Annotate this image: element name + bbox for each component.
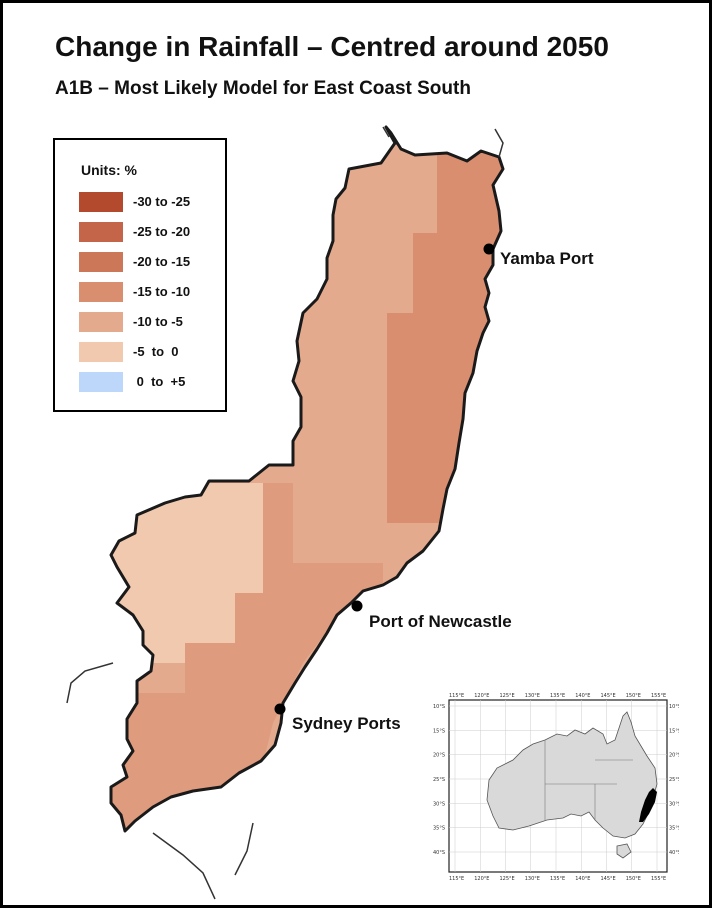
highlighted-region [639, 788, 657, 822]
legend-swatch [79, 222, 123, 242]
inset-left-tick: 40°S [433, 850, 445, 856]
map-subtitle: A1B – Most Likely Model for East Coast S… [55, 78, 471, 99]
legend-item: -5 to 0 [79, 342, 219, 362]
inset-top-tick: 125°E [500, 693, 515, 699]
legend-label: -30 to -25 [133, 194, 191, 209]
legend-swatch [79, 372, 123, 392]
inset-right-tick: 30°S [669, 801, 679, 807]
inset-left-tick: 30°S [433, 801, 445, 807]
legend-item: 0 to +5 [79, 372, 219, 392]
inset-bottom-tick: 125°E [500, 876, 515, 882]
inset-top-tick: 150°E [626, 693, 641, 699]
legend-label: -20 to -15 [133, 254, 191, 269]
legend-swatch [79, 312, 123, 332]
inset-top-tick: 120°E [474, 693, 489, 699]
inset-right-tick: 40°S [669, 850, 679, 856]
inset-bottom-tick: 120°E [474, 876, 489, 882]
border-line [382, 126, 390, 138]
inset-bottom-tick: 115°E [449, 876, 464, 882]
inset-right-tick: 20°S [669, 753, 679, 759]
port-label-yamba: Yamba Port [500, 249, 594, 268]
inset-left-tick: 25°S [433, 777, 445, 783]
inset-right-tick: 25°S [669, 777, 679, 783]
legend-box: Units: % -30 to -25 -25 to -20 -20 to -1… [53, 138, 227, 412]
inset-top-tick: 115°E [449, 693, 464, 699]
inset-bottom-tick: 155°E [651, 876, 666, 882]
legend-swatch [79, 282, 123, 302]
inset-right-tick: 10°S [669, 704, 679, 710]
legend-item: -15 to -10 [79, 282, 219, 302]
inset-top-tick: 135°E [550, 693, 565, 699]
inset-left-tick: 15°S [433, 728, 445, 734]
map-title: Change in Rainfall – Centred around 2050 [55, 31, 609, 62]
port-label-sydney: Sydney Ports [292, 714, 401, 733]
legend-label: -25 to -20 [133, 224, 191, 239]
australia-mainland [486, 711, 658, 839]
state-boundaries [544, 740, 633, 820]
border-line [494, 128, 504, 158]
inset-top-tick: 130°E [525, 693, 540, 699]
legend-item: -20 to -15 [79, 252, 219, 272]
inset-bottom-tick: 130°E [525, 876, 540, 882]
border-line [234, 822, 254, 876]
region-outline [109, 125, 505, 833]
inset-right-tick: 35°S [669, 826, 679, 832]
inset-bottom-tick: 145°E [601, 876, 616, 882]
legend-label: -15 to -10 [133, 284, 191, 299]
port-label-newcastle: Port of Newcastle [369, 612, 512, 631]
tasmania [616, 843, 632, 859]
border-line [152, 832, 216, 900]
legend-label: 0 to +5 [133, 374, 186, 389]
inset-bottom-tick: 150°E [626, 876, 641, 882]
port-marker-newcastle[interactable] [351, 600, 363, 612]
port-marker-yamba[interactable] [483, 243, 495, 255]
inset-right-tick: 15°S [669, 728, 679, 734]
legend-swatch [79, 252, 123, 272]
legend-label: -10 to -5 [133, 314, 183, 329]
inset-left-tick: 35°S [433, 826, 445, 832]
region-map: Yamba Port Port of Newcastle Sydney Port… [66, 125, 594, 900]
inset-bottom-tick: 140°E [575, 876, 590, 882]
legend-swatch [79, 342, 123, 362]
port-marker-sydney[interactable] [274, 703, 286, 715]
inset-bottom-tick: 135°E [550, 876, 565, 882]
legend-units-label: Units: % [81, 162, 137, 178]
border-line [66, 662, 114, 704]
legend-item: -25 to -20 [79, 222, 219, 242]
inset-left-tick: 10°S [433, 704, 445, 710]
legend-item: -10 to -5 [79, 312, 219, 332]
australia-locator-map: 115°E 115°E 120°E 120°E 125°E 125°E 130°E 130°E… [433, 693, 679, 882]
inset-top-tick: 155°E [651, 693, 666, 699]
inset-left-tick: 20°S [433, 753, 445, 759]
inset-top-tick: 145°E [601, 693, 616, 699]
legend-label: -5 to 0 [133, 344, 179, 359]
inset-top-tick: 140°E [575, 693, 590, 699]
legend-swatch [79, 192, 123, 212]
legend-item: -30 to -25 [79, 192, 219, 212]
